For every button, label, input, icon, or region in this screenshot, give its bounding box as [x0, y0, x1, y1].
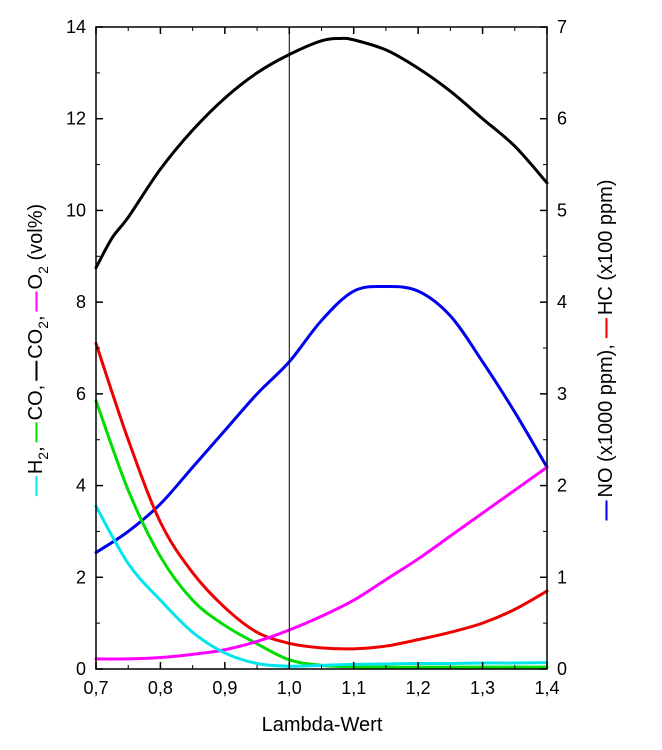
left-y-tick-label: 0 — [76, 659, 86, 679]
series-layer — [94, 36, 549, 669]
right-y-tick-label: 0 — [557, 659, 567, 679]
legend-swatch-1: — — [25, 422, 47, 442]
series-line-hc — [94, 341, 549, 651]
right-y-tick-label: 6 — [557, 109, 567, 129]
left-y-axis-title-sub: 2 — [35, 452, 51, 460]
left-y-axis-title-suffix: , — [25, 315, 47, 321]
left-y-axis-title: —H2,—CO,—CO2,—O2 (vol%) — [25, 204, 51, 496]
right-y-tick-label: 7 — [557, 17, 567, 37]
x-tick-label: 0,7 — [83, 678, 108, 698]
left-y-tick-label: 14 — [66, 17, 86, 37]
left-y-axis-ticks: 0 2 4 6 8 10 12 14 — [66, 17, 103, 679]
left-y-axis-title-part: H — [25, 460, 47, 474]
x-tick-label: 1,4 — [534, 678, 559, 698]
left-y-tick-label: 12 — [66, 109, 86, 129]
right-y-axis-title-part: HC (x100 ppm) — [595, 180, 617, 316]
legend-swatch-right-0: — — [595, 501, 617, 521]
x-axis-title: Lambda-Wert — [262, 714, 383, 736]
left-y-tick-label: 10 — [66, 200, 86, 220]
left-y-tick-label: 6 — [76, 384, 86, 404]
x-axis-ticks: 0,7 0,8 0,9 1,0 1,1 1,2 1,3 1,4 — [83, 27, 560, 698]
left-y-axis-title-suffix: , — [25, 385, 47, 391]
right-y-axis-title-part: NO (x1000 ppm), — [595, 344, 617, 497]
left-y-axis-title-suffix: , — [25, 446, 47, 452]
x-tick-label: 0,8 — [148, 678, 173, 698]
right-y-tick-label: 4 — [557, 292, 567, 312]
x-tick-label: 1,1 — [341, 678, 366, 698]
right-y-axis-ticks: 0 1 2 3 4 5 6 7 — [540, 17, 567, 679]
left-y-tick-label: 8 — [76, 292, 86, 312]
left-y-tick-label: 4 — [76, 476, 86, 496]
left-y-axis-title-sub: 2 — [35, 321, 51, 329]
left-y-axis-title-part: CO — [25, 390, 47, 420]
x-tick-label: 1,0 — [277, 678, 302, 698]
plot-frame — [95, 26, 548, 670]
right-y-tick-label: 2 — [557, 476, 567, 496]
legend-swatch-2: — — [25, 361, 47, 381]
left-y-axis-title-suffix: (vol%) — [25, 204, 47, 266]
left-y-axis-title-part: CO — [25, 329, 47, 359]
right-y-tick-label: 5 — [557, 200, 567, 220]
legend-swatch-right-1: — — [595, 318, 617, 338]
right-y-axis-title: —NO (x1000 ppm),—HC (x100 ppm) — [595, 180, 617, 521]
x-tick-label: 0,9 — [212, 678, 237, 698]
series-line-no — [94, 284, 549, 555]
series-line-o2 — [94, 465, 549, 661]
series-line-co — [94, 399, 549, 669]
x-tick-label: 1,3 — [470, 678, 495, 698]
left-y-axis-title-text: —H2,—CO,—CO2,—O2 (vol%) — [25, 204, 51, 496]
right-y-tick-label: 1 — [557, 567, 567, 587]
legend-swatch-3: — — [25, 291, 47, 311]
left-y-axis-title-sub: 2 — [35, 266, 51, 274]
left-y-axis-title-part: O — [25, 274, 47, 290]
right-y-axis-title-text: —NO (x1000 ppm),—HC (x100 ppm) — [595, 180, 617, 521]
right-y-tick-label: 3 — [557, 384, 567, 404]
x-tick-label: 1,2 — [406, 678, 431, 698]
legend-swatch-0: — — [25, 476, 47, 496]
left-y-tick-label: 2 — [76, 567, 86, 587]
series-line-co2 — [94, 36, 549, 270]
